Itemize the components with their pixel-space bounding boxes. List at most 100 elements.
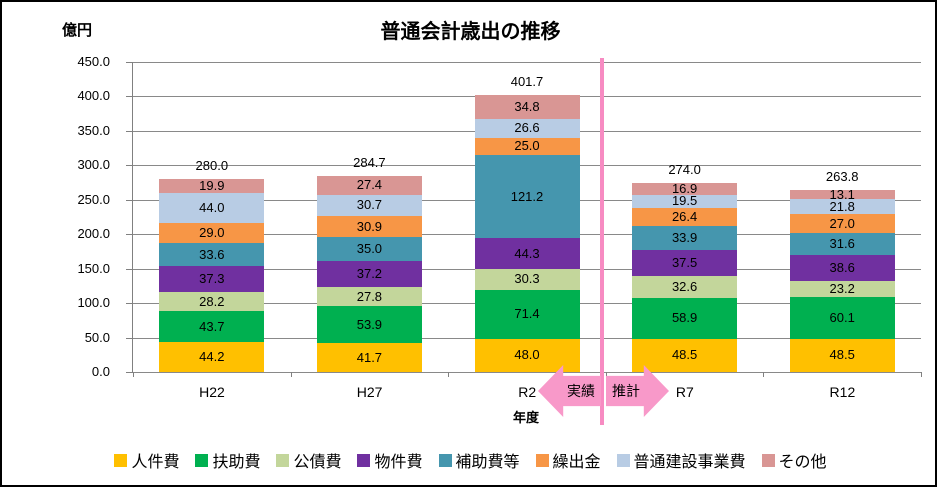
legend-label: その他: [778, 454, 827, 471]
bar-total-label: 284.7: [353, 154, 386, 170]
bar-segment-公債費: 28.2: [159, 292, 265, 312]
x-axis-category-label: H22: [199, 384, 225, 400]
segment-value-label: 13.1: [829, 186, 855, 202]
legend-item-扶助費: 扶助費: [195, 448, 260, 472]
legend-color-marker: [616, 453, 630, 467]
legend-label: 物件費: [374, 454, 423, 471]
bar-segment-普通建設事業費: 19.5: [632, 193, 738, 209]
y-axis-tick-label: 350.0: [77, 122, 110, 138]
segment-value-label: 26.4: [671, 209, 698, 225]
bar-segment-普通建設事業費: 26.6: [474, 119, 580, 138]
segment-value-label: 35.0: [356, 241, 383, 257]
y-axis-tick-label: 150.0: [77, 260, 110, 276]
segment-value-label: 21.8: [829, 198, 855, 214]
segment-value-label: 48.5: [829, 347, 855, 363]
bar-segment-人件費: 48.0: [474, 338, 580, 372]
y-axis-tick: [126, 303, 133, 305]
legend-color-marker: [195, 453, 209, 467]
y-axis-tick: [126, 130, 133, 132]
bar-segment-補助費等: 35.0: [316, 237, 422, 262]
y-axis-unit-label: 億円: [62, 22, 93, 39]
bar-segment-物件費: 37.5: [632, 249, 738, 276]
segment-value-label: 44.2: [199, 348, 225, 364]
bar-segment-物件費: 44.3: [474, 238, 580, 269]
y-axis-tick: [126, 62, 133, 63]
bar-segment-物件費: 37.3: [159, 266, 265, 293]
segment-value-label: 48.0: [514, 347, 540, 363]
chart-title: 普通会計歳出の推移: [380, 21, 561, 43]
segment-value-label: 53.9: [356, 316, 383, 332]
segment-value-label: 38.6: [829, 259, 855, 275]
y-axis-tick: [126, 165, 133, 167]
segment-value-label: 27.0: [829, 215, 855, 231]
x-axis-tick: [290, 372, 292, 377]
y-axis-tick-label: 250.0: [77, 191, 110, 207]
x-axis-category-label: R12: [829, 384, 856, 400]
x-axis-category-label: H27: [356, 384, 383, 400]
x-axis-category-label: R2: [518, 384, 537, 400]
segment-value-label: 44.3: [514, 245, 540, 261]
segment-value-label: 29.0: [199, 225, 225, 241]
segment-value-label: 58.9: [671, 310, 698, 326]
bar-segment-扶助費: 53.9: [316, 306, 422, 344]
segment-value-label: 31.6: [829, 235, 855, 251]
y-axis-tick-label: 100.0: [77, 295, 110, 311]
x-axis-tick: [605, 372, 607, 377]
bar-total-label: 274.0: [668, 162, 701, 178]
legend-item-人件費: 人件費: [114, 448, 179, 472]
segment-value-label: 43.7: [199, 318, 225, 334]
bar-segment-人件費: 48.5: [789, 338, 895, 372]
segment-value-label: 34.8: [514, 99, 540, 115]
segment-value-label: 30.7: [356, 197, 383, 213]
bar-segment-その他: 19.9: [159, 178, 265, 194]
legend-color-marker: [761, 453, 775, 467]
bar-segment-繰出金: 30.9: [316, 215, 422, 238]
bar-segment-公債費: 32.6: [632, 275, 738, 299]
segment-value-label: 28.2: [199, 293, 225, 309]
bar-segment-扶助費: 71.4: [474, 289, 580, 339]
bar-segment-その他: 13.1: [789, 186, 895, 202]
segment-value-label: 33.6: [199, 246, 225, 262]
bar-segment-繰出金: 26.4: [632, 208, 738, 227]
bar-segment-人件費: 44.2: [159, 341, 265, 372]
legend-item-公債費: 公債費: [276, 448, 341, 472]
bar-segment-繰出金: 25.0: [474, 137, 580, 155]
legend-item-繰出金: 繰出金: [535, 448, 601, 472]
segment-value-label: 26.6: [514, 120, 540, 136]
legend-color-marker: [114, 453, 128, 467]
y-axis-tick: [126, 234, 133, 236]
bar-segment-扶助費: 58.9: [632, 298, 738, 339]
plot-area: 44.2 43.7 28.2 37.3 33.6 29.0 44.0 19.9 280.0 H22…: [126, 62, 922, 400]
legend-item-普通建設事業費: 普通建設事業費: [616, 448, 746, 472]
x-axis-tick: [921, 372, 922, 377]
segment-value-label: 121.2: [510, 188, 544, 204]
legend-label: 扶助費: [212, 454, 261, 471]
y-axis-tick: [126, 199, 133, 201]
legend-color-marker: [357, 453, 371, 467]
bar-segment-補助費等: 121.2: [474, 154, 580, 239]
segment-value-label: 37.5: [671, 254, 698, 270]
segment-value-label: 48.5: [671, 347, 698, 363]
y-axis-tick: [126, 337, 133, 339]
bar-segment-人件費: 48.5: [632, 338, 738, 372]
chart-legend: 人件費 扶助費 公債費 物件費 補助費等 繰出金 普通建設事業費 その他: [2, 448, 935, 472]
bar-segment-普通建設事業費: 44.0: [159, 192, 265, 224]
y-axis-tick-label: 0.0: [91, 364, 110, 379]
y-axis-tick: [126, 268, 133, 270]
bar-segment-繰出金: 29.0: [159, 223, 265, 244]
segment-value-label: 19.5: [671, 193, 698, 209]
x-axis-tick: [133, 372, 134, 377]
segment-value-label: 33.9: [671, 230, 698, 246]
segment-value-label: 71.4: [514, 306, 540, 322]
segment-value-label: 60.1: [829, 309, 855, 325]
segment-value-label: 19.9: [199, 178, 225, 194]
bar-segment-物件費: 37.2: [316, 261, 422, 287]
segment-value-label: 16.9: [671, 180, 698, 196]
bar-segment-公債費: 23.2: [789, 281, 895, 298]
y-axis-tick-label: 300.0: [77, 157, 110, 173]
segment-value-label: 37.2: [356, 266, 383, 282]
legend-color-marker: [438, 453, 452, 467]
x-axis-tick: [763, 372, 765, 377]
legend-color-marker: [276, 453, 290, 467]
